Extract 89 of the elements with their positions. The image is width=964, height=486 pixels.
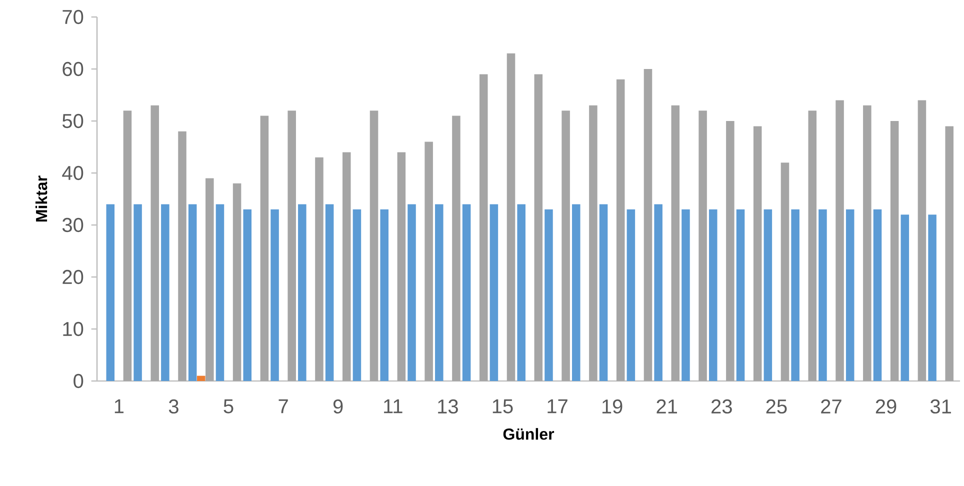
bar xyxy=(479,74,488,381)
bar xyxy=(873,209,882,381)
x-tick-label: 1 xyxy=(114,399,124,414)
x-tick-label: 13 xyxy=(438,399,458,414)
x-tick-label: 17 xyxy=(548,399,568,414)
x-tick-label: 15 xyxy=(492,399,513,414)
bar xyxy=(616,79,625,381)
bar xyxy=(836,100,844,381)
bar xyxy=(161,204,170,381)
bar xyxy=(462,204,471,381)
bar xyxy=(150,105,159,381)
bar xyxy=(780,162,790,381)
bar xyxy=(846,209,854,381)
x-tick-label: 5 xyxy=(224,399,234,414)
bar xyxy=(626,209,636,381)
bar xyxy=(726,121,734,381)
bar xyxy=(490,204,498,381)
x-tick-label: 11 xyxy=(384,399,402,414)
y-tick-label: 30 xyxy=(62,218,84,232)
bar xyxy=(106,204,115,381)
x-tick-label: 21 xyxy=(656,399,677,414)
x-tick-label: 27 xyxy=(821,399,842,414)
x-tick-label: 23 xyxy=(712,399,732,414)
y-tick-label: 0 xyxy=(74,374,84,388)
bar xyxy=(708,209,718,381)
bar xyxy=(196,376,206,381)
x-axis-title: Günler xyxy=(503,428,554,440)
bar xyxy=(123,110,132,381)
bar xyxy=(424,142,433,381)
x-tick-label: 29 xyxy=(876,399,896,414)
bar xyxy=(134,204,142,381)
bar xyxy=(232,183,242,381)
bar xyxy=(408,204,416,381)
bar xyxy=(544,209,553,381)
bar xyxy=(260,116,269,381)
bar xyxy=(671,105,680,381)
bar xyxy=(818,209,827,381)
x-tick-label: 31 xyxy=(930,399,951,414)
bar xyxy=(589,105,598,381)
bar xyxy=(298,204,306,381)
bar xyxy=(736,209,745,381)
bar xyxy=(517,204,526,381)
bar xyxy=(288,110,296,381)
bar xyxy=(370,110,378,381)
bar xyxy=(315,157,324,381)
bar xyxy=(764,209,772,381)
bar xyxy=(435,204,444,381)
bar xyxy=(644,68,652,381)
bar xyxy=(178,131,186,381)
bar xyxy=(325,204,334,381)
bar xyxy=(808,110,817,381)
y-axis-title: Miktar xyxy=(35,176,48,222)
bar xyxy=(452,116,460,381)
bar xyxy=(397,152,406,381)
bar xyxy=(352,209,362,381)
x-tick-label: 7 xyxy=(278,399,288,414)
bar xyxy=(918,100,926,381)
bar xyxy=(572,204,580,381)
bar xyxy=(945,126,954,381)
bar xyxy=(890,121,899,381)
bar xyxy=(342,152,351,381)
bar xyxy=(791,209,800,381)
y-tick-label: 10 xyxy=(63,322,84,336)
x-tick-label: 3 xyxy=(168,399,178,414)
bar xyxy=(506,53,516,381)
bar xyxy=(753,126,762,381)
bar xyxy=(380,209,388,381)
y-tick-label: 20 xyxy=(62,270,84,284)
y-tick-label: 40 xyxy=(62,166,84,180)
bar xyxy=(682,209,690,381)
bar xyxy=(863,105,872,381)
bar xyxy=(654,204,662,381)
y-tick-label: 60 xyxy=(62,62,84,76)
bar xyxy=(562,110,570,381)
bar xyxy=(698,110,707,381)
bar xyxy=(243,209,252,381)
x-tick-label: 9 xyxy=(333,399,343,414)
bar xyxy=(928,214,936,381)
bar xyxy=(599,204,608,381)
bar xyxy=(188,204,197,381)
y-tick-label: 70 xyxy=(62,10,84,24)
x-tick-label: 25 xyxy=(766,399,787,414)
bar xyxy=(534,74,543,381)
x-tick-label: 19 xyxy=(602,399,622,414)
y-tick-label: 50 xyxy=(62,114,84,128)
bar xyxy=(206,178,214,381)
bar xyxy=(900,214,910,381)
bar xyxy=(270,209,279,381)
bar xyxy=(216,204,224,381)
